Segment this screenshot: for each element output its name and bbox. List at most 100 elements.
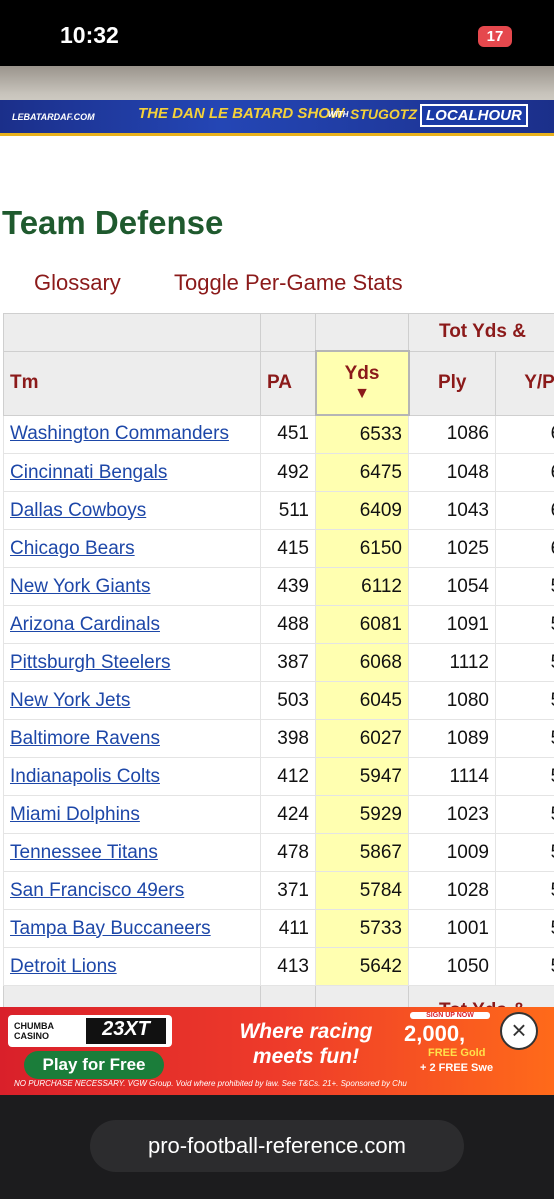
address-bar[interactable]: pro-football-reference.com <box>90 1120 464 1172</box>
banner-show: THE DAN LE BATARD SHOW <box>138 105 345 122</box>
team-link[interactable]: Cincinnati Bengals <box>10 461 168 483</box>
glossary-link[interactable]: Glossary <box>34 270 121 295</box>
table-row: Cincinnati Bengals 492647510486.2 <box>3 453 554 492</box>
table-row: New York Giants 439611210545.8 <box>3 567 554 606</box>
stat-cell: 5.6 <box>494 871 554 910</box>
column-header-text: Yds <box>344 363 380 384</box>
team-cell: Dallas Cowboys <box>3 491 261 530</box>
stat-cell: 415 <box>260 529 316 568</box>
clock: 10:32 <box>60 22 119 48</box>
stat-cell: 1054 <box>408 567 496 606</box>
team-link[interactable]: Washington Commanders <box>10 423 229 445</box>
table-row: New York Jets 503604510805.6 <box>3 681 554 720</box>
team-link[interactable]: Indianapolis Colts <box>10 765 160 787</box>
stat-cell: 1048 <box>408 453 496 492</box>
stat-cell: 5784 <box>315 871 409 910</box>
stat-cell: 5867 <box>315 833 409 872</box>
banner-strip: LEBATARDAF.COM THE DAN LE BATARD SHOW WI… <box>0 100 554 136</box>
stat-cell: 1091 <box>408 605 496 644</box>
stat-cell: 412 <box>260 757 316 796</box>
team-link[interactable]: New York Jets <box>10 689 131 711</box>
stat-cell: 439 <box>260 567 316 606</box>
stat-cell: 451 <box>260 414 316 454</box>
stat-cell: 1025 <box>408 529 496 568</box>
stat-cell: 1086 <box>408 414 496 454</box>
ad-signup: SIGN UP NOW <box>410 1012 490 1019</box>
blank-header <box>3 313 261 352</box>
column-header[interactable]: PA <box>260 350 316 416</box>
stat-cell: 5947 <box>315 757 409 796</box>
banner-brand: LOCALHOUR <box>420 104 528 127</box>
table-row: Chicago Bears 415615010256.0 <box>3 529 554 568</box>
banner-with: WITH <box>328 110 349 119</box>
stat-cell: 5.8 <box>494 833 554 872</box>
team-link[interactable]: Arizona Cardinals <box>10 613 160 635</box>
team-link[interactable]: Tampa Bay Buccaneers <box>10 917 211 939</box>
stat-cell: 5.8 <box>494 567 554 606</box>
team-cell: Cincinnati Bengals <box>3 453 261 492</box>
stat-cell: 1028 <box>408 871 496 910</box>
ad-offer-extra: + 2 FREE Swe <box>420 1062 494 1074</box>
stat-cell: 1114 <box>408 757 496 796</box>
ad-close-button[interactable]: × <box>500 1012 538 1050</box>
ad-cta[interactable]: Play for Free <box>24 1051 164 1079</box>
stats-table: Tot Yds & Tm PA Yds ▼ Ply Y/P Washington Comm… <box>3 313 554 1007</box>
column-header[interactable]: Ply <box>408 350 496 416</box>
footer-row: Tot Yds & <box>3 985 554 1007</box>
table-row: Detroit Lions 413564210505.4 <box>3 947 554 986</box>
stat-cell: 1050 <box>408 947 496 986</box>
team-link[interactable]: Pittsburgh Steelers <box>10 651 171 673</box>
stat-cell: 413 <box>260 947 316 986</box>
stat-cell: 5.5 <box>494 643 554 682</box>
team-cell: Tennessee Titans <box>3 833 261 872</box>
team-link[interactable]: Chicago Bears <box>10 537 135 559</box>
team-link[interactable]: Miami Dolphins <box>10 803 140 825</box>
team-cell: New York Jets <box>3 681 261 720</box>
stat-cell: 1080 <box>408 681 496 720</box>
team-link[interactable]: San Francisco 49ers <box>10 879 185 901</box>
team-cell: San Francisco 49ers <box>3 871 261 910</box>
toggle-link[interactable]: Toggle Per-Game Stats <box>174 270 403 295</box>
stat-cell: 1043 <box>408 491 496 530</box>
ad-brand: CHUMBA CASINO <box>14 1021 54 1041</box>
stat-cell: 5.8 <box>494 795 554 834</box>
stat-cell: 5642 <box>315 947 409 986</box>
ad-game: 23XT <box>86 1018 166 1044</box>
column-header[interactable]: Y/P <box>494 350 554 416</box>
column-header[interactable]: Tm <box>3 350 261 416</box>
table-container: Tot Yds & Tm PA Yds ▼ Ply Y/P Washington Comm… <box>3 313 554 1007</box>
stat-cell: 5.4 <box>494 947 554 986</box>
banner-site: LEBATARDAF.COM <box>12 112 95 122</box>
stat-cell: 5733 <box>315 909 409 948</box>
team-link[interactable]: Dallas Cowboys <box>10 499 147 521</box>
team-link[interactable]: Baltimore Ravens <box>10 727 160 749</box>
ad-offer: 2,000, <box>404 1021 466 1046</box>
group-header: Tot Yds & <box>407 313 554 352</box>
team-link[interactable]: Tennessee Titans <box>10 841 158 863</box>
table-row: Pittsburgh Steelers 387606811125.5 <box>3 643 554 682</box>
stat-cell: 1023 <box>408 795 496 834</box>
sort-arrow: ▼ <box>354 385 370 402</box>
stat-cell: 6045 <box>315 681 409 720</box>
ad-banner[interactable]: CHUMBA CASINO 23XT Play for Free Where r… <box>0 1007 554 1095</box>
stat-cell: 6.0 <box>494 529 554 568</box>
table-row: Dallas Cowboys 511640910436.1 <box>3 491 554 530</box>
table-row: Washington Commanders 451653310866.0 <box>3 414 554 454</box>
team-link[interactable]: New York Giants <box>10 575 151 597</box>
team-cell: Baltimore Ravens <box>3 719 261 758</box>
table-row: Tennessee Titans 478586710095.8 <box>3 833 554 872</box>
column-header[interactable]: Yds ▼ <box>314 350 410 416</box>
team-link[interactable]: Detroit Lions <box>10 955 117 977</box>
header-row: Tm PA Yds ▼ Ply Y/P <box>3 350 554 416</box>
stat-cell: 6150 <box>315 529 409 568</box>
stat-cell: 6081 <box>315 605 409 644</box>
stat-cell: 6068 <box>315 643 409 682</box>
stat-cell: 5929 <box>315 795 409 834</box>
stat-cell: 398 <box>260 719 316 758</box>
video-banner[interactable]: LEBATARDAF.COM THE DAN LE BATARD SHOW WI… <box>0 66 554 136</box>
ad-headline: Where racing meets fun! <box>239 1020 373 1068</box>
stat-cell: 6533 <box>315 414 409 454</box>
section-title: Team Defense <box>2 204 224 241</box>
